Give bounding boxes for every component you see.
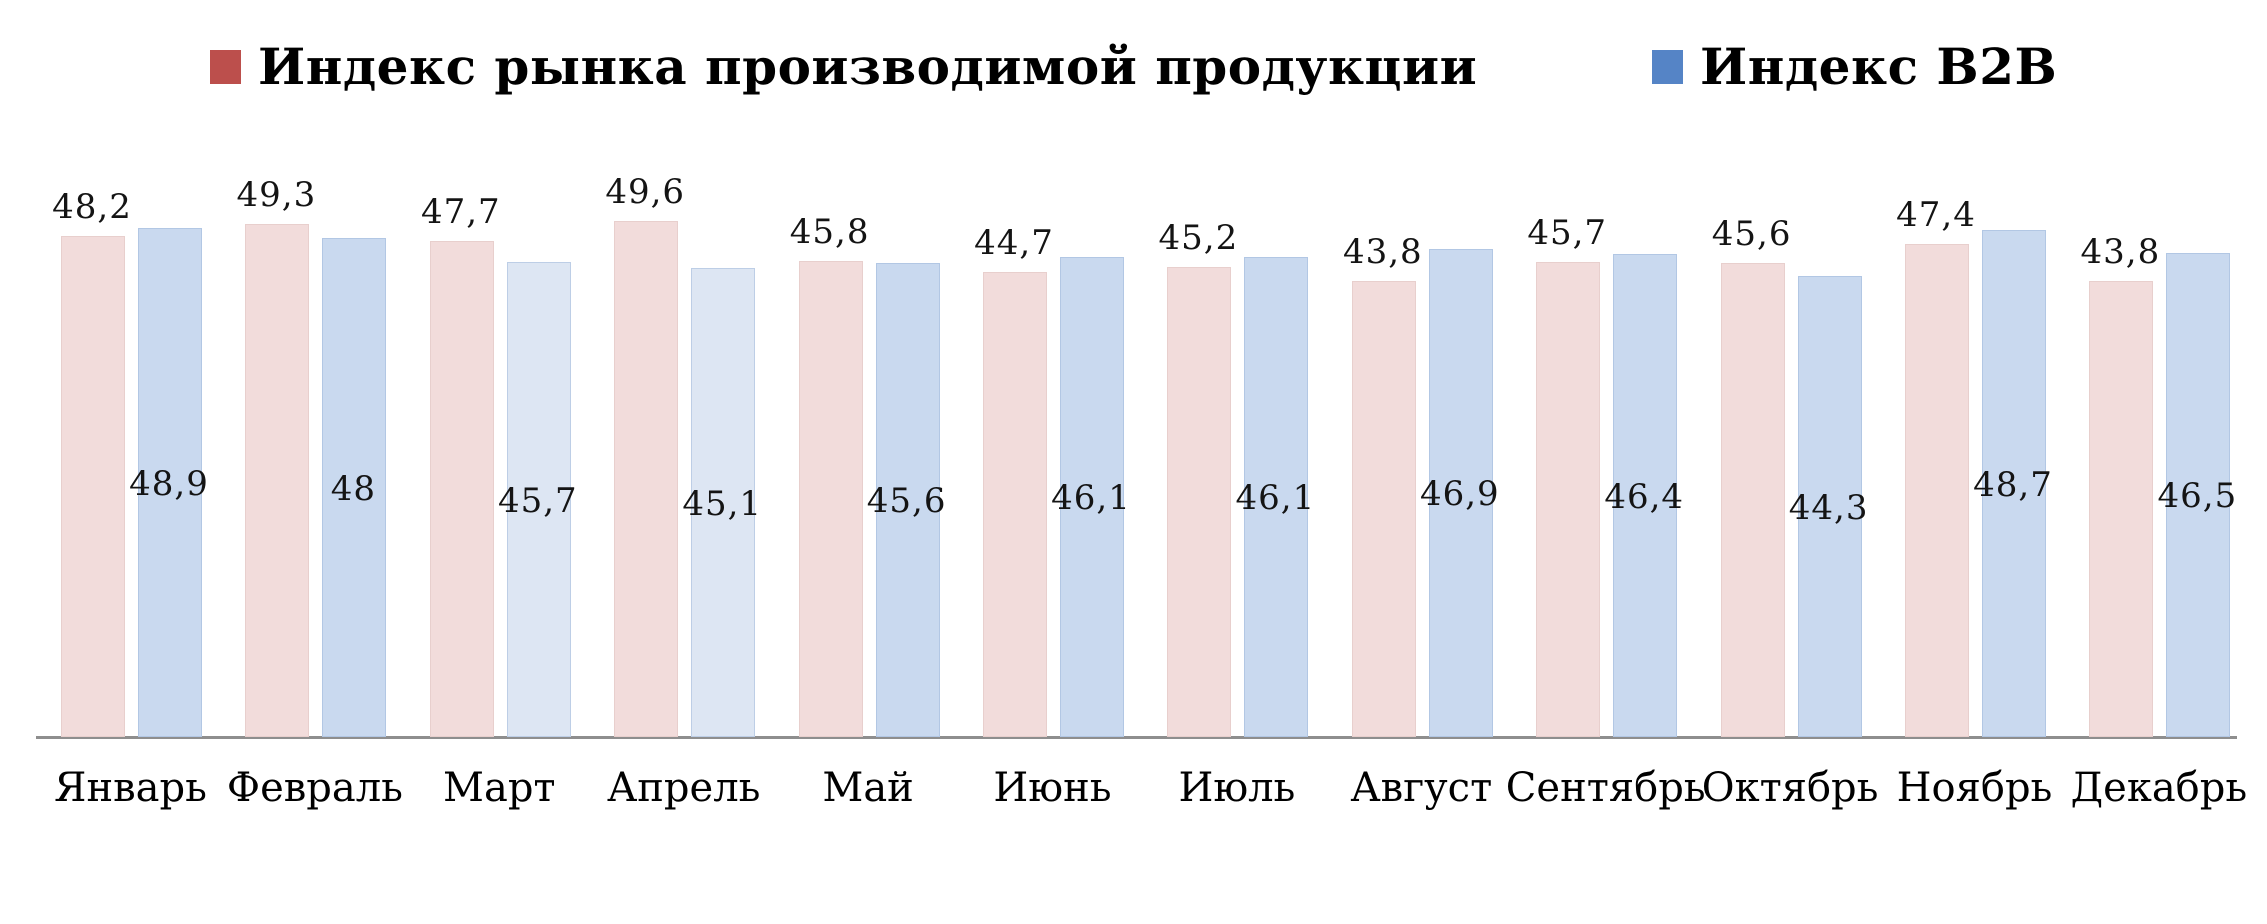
category-label-7: Июль (1178, 765, 1296, 811)
bar-b2b-index (1982, 230, 2046, 737)
value-label-b2b-index: 45,7 (497, 480, 578, 521)
value-label-b2b-index: 44,3 (1788, 487, 1869, 528)
value-label-market-index: 45,2 (1158, 218, 1239, 258)
value-label-b2b-index: 46,5 (2157, 476, 2238, 516)
value-label-market-index: 45,6 (1711, 214, 1792, 254)
bar-market-index (798, 261, 863, 737)
bar-b2b-index (691, 268, 756, 737)
category-label-10: Октябрь (1701, 765, 1879, 811)
value-label-market-index: 47,7 (420, 192, 501, 232)
category-label-8: Август (1350, 765, 1493, 811)
legend-label-b2b-index: Индекс B2B (1700, 37, 2058, 96)
bar-b2b-index (138, 228, 202, 737)
legend-marker-blue (1652, 50, 1683, 84)
value-label-market-index: 49,6 (605, 172, 686, 212)
value-label-b2b-index: 48,9 (129, 463, 209, 504)
bar-market-index (2089, 281, 2154, 737)
legend-item-market-index: Индекс рынка производимой продукции (210, 42, 1477, 92)
value-label-market-index: 43,8 (1342, 232, 1423, 272)
value-label-market-index: 47,4 (1896, 195, 1976, 235)
bar-b2b-index (322, 238, 387, 737)
bar-b2b-index (1060, 257, 1124, 737)
value-label-b2b-index: 45,1 (682, 483, 763, 524)
bar-market-index (1536, 262, 1601, 737)
category-label-5: Май (822, 765, 914, 811)
value-label-b2b-index: 48,7 (1973, 464, 2053, 505)
bar-b2b-index (1244, 257, 1309, 737)
value-label-b2b-index: 46,1 (1051, 478, 1131, 518)
legend-label-market-index: Индекс рынка производимой продукции (258, 37, 1478, 96)
value-label-b2b-index: 46,9 (1419, 474, 1500, 514)
bar-market-index (245, 224, 310, 737)
bar-b2b-index (1428, 249, 1493, 737)
bar-b2b-index (1613, 254, 1678, 737)
bar-market-index (429, 241, 494, 737)
category-label-2: Февраль (226, 765, 403, 811)
bar-b2b-index (1797, 276, 1862, 737)
bar-market-index (614, 221, 679, 737)
value-label-b2b-index: 46,1 (1235, 478, 1316, 518)
bar-b2b-index (2166, 253, 2231, 737)
legend-item-b2b-index: Индекс B2B (1652, 42, 2057, 92)
bar-market-index (1351, 281, 1416, 737)
category-label-11: Ноябрь (1896, 765, 2053, 811)
value-label-market-index: 44,7 (974, 223, 1054, 263)
bar-market-index (1167, 267, 1232, 737)
category-label-6: Июнь (993, 765, 1112, 811)
bar-b2b-index (875, 263, 940, 737)
category-label-1: Январь (54, 765, 207, 811)
category-label-4: Апрель (606, 765, 761, 811)
value-label-b2b-index: 45,6 (866, 481, 947, 521)
value-label-b2b-index: 48 (330, 468, 377, 509)
legend-marker-red (210, 50, 241, 84)
value-label-market-index: 48,2 (52, 187, 132, 227)
value-label-market-index: 45,7 (1527, 213, 1608, 253)
bar-market-index (1720, 263, 1785, 737)
bar-b2b-index (506, 262, 571, 737)
value-label-b2b-index: 46,4 (1604, 476, 1685, 517)
bar-market-index (61, 236, 125, 737)
category-label-9: Сентябрь (1505, 765, 1706, 811)
bar-market-index (983, 272, 1047, 737)
x-axis-line (36, 736, 2237, 739)
category-label-12: Декабрь (2070, 765, 2248, 811)
category-label-3: Март (443, 765, 556, 811)
bar-market-index (1905, 244, 1969, 737)
value-label-market-index: 49,3 (236, 175, 317, 215)
value-label-market-index: 45,8 (789, 212, 870, 252)
value-label-market-index: 43,8 (2080, 232, 2161, 272)
